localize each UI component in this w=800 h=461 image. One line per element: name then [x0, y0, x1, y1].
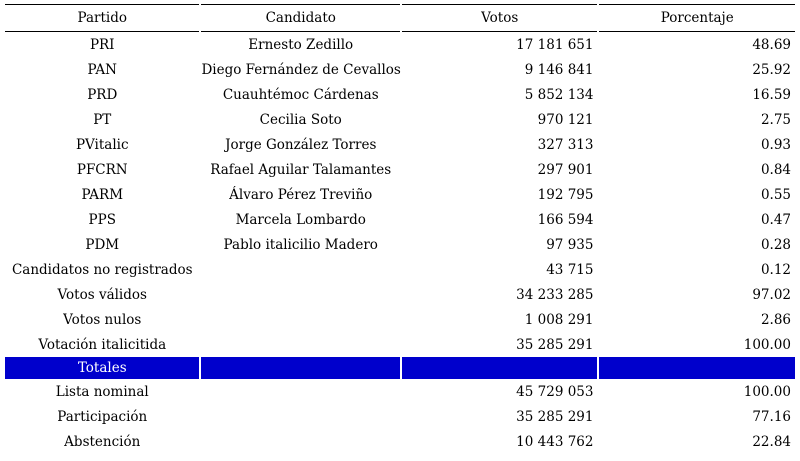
votes-cell: 34 233 285	[516, 286, 594, 303]
party-cell: PFCRN	[76, 161, 128, 178]
summary-row: Abstención 10 443 762 22.84	[5, 429, 795, 454]
percentage-cell: 25.92	[752, 61, 791, 78]
table-row: PRI Ernesto Zedillo 17 181 651 48.69	[5, 32, 795, 57]
votes-cell: 166 594	[537, 211, 594, 228]
percentage-cell: 100.00	[743, 336, 791, 353]
table-row: PPS Marcela Lombardo 166 594 0.47	[5, 207, 795, 232]
votes-cell: 17 181 651	[516, 36, 594, 53]
percentage-cell: 0.47	[760, 211, 791, 228]
election-results-table: Partido Candidato Votos Porcentaje PRI E…	[3, 4, 797, 454]
percentage-cell: 16.59	[752, 86, 791, 103]
table-row: PAN Diego Fernández de Cevallos 9 146 84…	[5, 57, 795, 82]
header-partido: Partido	[5, 4, 200, 32]
header-porcentaje: Porcentaje	[599, 4, 795, 32]
party-cell: Votación italicitida	[38, 336, 167, 353]
candidate-cell: Cecilia Soto	[259, 111, 342, 128]
summary-label: Participación	[57, 408, 148, 425]
summary-label: Lista nominal	[55, 383, 149, 400]
party-cell: PARM	[81, 186, 124, 203]
votes-cell: 192 795	[537, 186, 594, 203]
table-row: PDM Pablo italicilio Madero 97 935 0.28	[5, 232, 795, 257]
table-row: PARM Álvaro Pérez Treviño 192 795 0.55	[5, 182, 795, 207]
summary-votes: 45 729 053	[516, 383, 594, 400]
candidate-cell: Diego Fernández de Cevallos	[201, 61, 401, 78]
percentage-cell: 0.93	[760, 136, 791, 153]
totals-blank-cell	[401, 357, 598, 379]
table-row: Votos nulos 1 008 291 2.86	[5, 307, 795, 332]
votes-cell: 297 901	[537, 161, 594, 178]
percentage-cell: 0.55	[760, 186, 791, 203]
summary-percentage: 77.16	[752, 408, 791, 425]
table-row: Candidatos no registrados 43 715 0.12	[5, 257, 795, 282]
table-row: Votación italicitida 35 285 291 100.00	[5, 332, 795, 357]
votes-cell: 970 121	[537, 111, 594, 128]
candidate-cell	[201, 257, 400, 282]
header-candidato: Candidato	[201, 4, 400, 32]
totals-blank-cell	[599, 357, 795, 379]
candidate-cell: Álvaro Pérez Treviño	[229, 186, 373, 203]
percentage-cell: 97.02	[752, 286, 791, 303]
percentage-cell: 0.84	[760, 161, 791, 178]
summary-votes: 35 285 291	[516, 408, 594, 425]
candidate-cell	[201, 332, 400, 357]
header-row: Partido Candidato Votos Porcentaje	[5, 4, 795, 32]
votes-cell: 43 715	[546, 261, 594, 278]
party-cell: PRI	[89, 36, 115, 53]
candidate-cell	[201, 307, 400, 332]
totals-label: Totales	[5, 357, 200, 379]
candidate-cell: Ernesto Zedillo	[248, 36, 354, 53]
party-cell: PVitalic	[75, 136, 129, 153]
candidate-cell: Pablo italicilio Madero	[223, 236, 378, 253]
percentage-cell: 0.12	[760, 261, 791, 278]
party-cell: Candidatos no registrados	[11, 261, 193, 278]
party-cell: PAN	[87, 61, 117, 78]
votes-cell: 35 285 291	[516, 336, 594, 353]
table-row: PVitalic Jorge González Torres 327 313 0…	[5, 132, 795, 157]
percentage-cell: 2.86	[760, 311, 791, 328]
summary-percentage: 22.84	[752, 433, 791, 450]
votes-cell: 327 313	[537, 136, 594, 153]
summary-blank-cell	[201, 379, 400, 404]
percentage-cell: 2.75	[760, 111, 791, 128]
percentage-cell: 48.69	[752, 36, 791, 53]
summary-row: Participación 35 285 291 77.16	[5, 404, 795, 429]
party-cell: PDM	[85, 236, 120, 253]
summary-label: Abstención	[64, 433, 141, 450]
table-row: Votos válidos 34 233 285 97.02	[5, 282, 795, 307]
party-cell: PT	[93, 111, 112, 128]
votes-cell: 1 008 291	[524, 311, 594, 328]
votes-cell: 97 935	[546, 236, 594, 253]
candidate-cell: Marcela Lombardo	[235, 211, 366, 228]
totals-blank-cell	[201, 357, 400, 379]
summary-blank-cell	[201, 429, 400, 454]
summary-votes: 10 443 762	[516, 433, 594, 450]
summary-percentage: 100.00	[743, 383, 791, 400]
percentage-cell: 0.28	[760, 236, 791, 253]
party-cell: PRD	[87, 86, 118, 103]
header-votos: Votos	[401, 4, 598, 32]
table-row: PFCRN Rafael Aguilar Talamantes 297 901 …	[5, 157, 795, 182]
party-cell: Votos válidos	[57, 286, 147, 303]
candidate-cell: Jorge González Torres	[225, 136, 377, 153]
totals-band: Totales	[5, 357, 795, 379]
party-cell: PPS	[88, 211, 116, 228]
party-cell: Votos nulos	[63, 311, 142, 328]
candidate-cell	[201, 282, 400, 307]
votes-cell: 5 852 134	[524, 86, 594, 103]
summary-blank-cell	[201, 404, 400, 429]
table-row: PT Cecilia Soto 970 121 2.75	[5, 107, 795, 132]
votes-cell: 9 146 841	[524, 61, 594, 78]
candidate-cell: Rafael Aguilar Talamantes	[210, 161, 392, 178]
table-row: PRD Cuauhtémoc Cárdenas 5 852 134 16.59	[5, 82, 795, 107]
candidate-cell: Cuauhtémoc Cárdenas	[222, 86, 379, 103]
summary-row: Lista nominal 45 729 053 100.00	[5, 379, 795, 404]
